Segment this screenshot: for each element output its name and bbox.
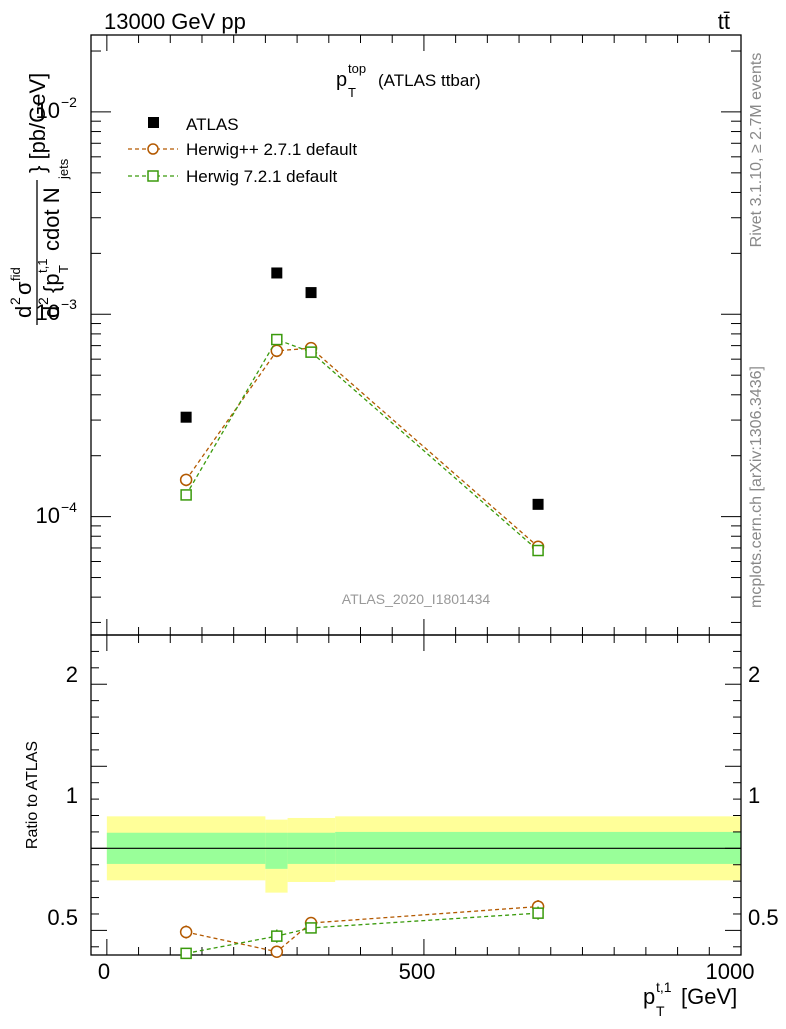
main-panel-title: p top T (ATLAS ttbar) — [336, 61, 481, 100]
ylabel-den-rest: {p — [39, 273, 64, 293]
title-sub: T — [348, 85, 356, 100]
main-point-atlas — [180, 411, 192, 423]
legend-herwigpp-label: Herwig++ 2.7.1 default — [186, 140, 357, 159]
ratio-point-herwigpp — [270, 945, 284, 958]
xlabel: p t,1 T [GeV] — [643, 979, 737, 1019]
ytick-exp-1e-2: −2 — [61, 94, 77, 110]
main-ylabel: d 2 σ fid d 2 {p T t,1 cdot N jets } [pb… — [7, 73, 71, 325]
legend: ATLAS Herwig++ 2.7.1 default Herwig 7.2.… — [128, 115, 357, 186]
legend-atlas-label: ATLAS — [186, 115, 239, 134]
ytick-label-1e-4: 10 — [36, 503, 60, 528]
ylabel-units: } [pb/GeV] — [25, 73, 50, 173]
ratio-panel-frame — [90, 634, 742, 956]
ratio-point-herwig7 — [305, 922, 317, 934]
ratio-ylabel: Ratio to ATLAS — [24, 741, 41, 849]
title-p: p — [336, 69, 347, 91]
title-sup: top — [348, 61, 366, 76]
ylabel-num-sup: 2 — [7, 297, 23, 305]
xtick-labels: 0 500 1000 — [98, 959, 755, 984]
xlabel-p: p — [643, 984, 655, 1009]
ytick-label-1e-2: 10 — [36, 98, 60, 123]
band-inner-1 — [265, 832, 288, 869]
ytick-label-1e-3: 10 — [36, 300, 60, 325]
main-point-herwig7 — [180, 489, 192, 501]
ratio-line-herwigpp — [185, 905, 539, 953]
ylabel-num-sigma: σ — [11, 281, 36, 295]
xlabel-sup: t,1 — [656, 979, 672, 995]
main-data-series — [179, 267, 545, 557]
ratio-point-herwig7 — [180, 947, 192, 960]
xlabel-sub: T — [656, 1003, 665, 1019]
ratio-point-herwig7 — [532, 907, 544, 919]
legend-herwigpp-marker — [147, 143, 159, 155]
ratio-data-series — [179, 900, 545, 960]
ratio-point-herwigpp — [179, 925, 193, 939]
main-point-herwig7 — [305, 346, 317, 358]
ratio-ytick-right-2: 2 — [748, 662, 760, 687]
energy-label: 13000 GeV pp — [104, 9, 246, 34]
main-point-herwig7 — [532, 544, 544, 557]
title-rest: (ATLAS ttbar) — [378, 71, 481, 90]
xtick-label-1000: 1000 — [706, 959, 755, 984]
legend-herwig7-label: Herwig 7.2.1 default — [186, 167, 337, 186]
ratio-ytick-right-0.5: 0.5 — [748, 905, 779, 930]
legend-atlas-marker — [148, 117, 159, 128]
ratio-axis-ticks — [91, 635, 742, 955]
ratio-ytick-left-0.5: 0.5 — [47, 905, 78, 930]
xtick-label-500: 500 — [399, 959, 436, 984]
main-point-atlas — [305, 287, 317, 299]
main-point-herwig7 — [271, 333, 283, 346]
ylabel-den-sup: 2 — [35, 297, 51, 305]
analysis-watermark: ATLAS_2020_I1801434 — [342, 591, 491, 607]
main-point-atlas — [271, 267, 283, 279]
main-ytick-labels: 10 −4 10 −3 10 −2 — [36, 94, 78, 528]
ylabel-num-d: d — [11, 306, 36, 318]
main-line-herwigpp — [185, 347, 539, 548]
ratio-ytick-labels: 0.5 1 2 0.5 1 2 — [47, 662, 778, 930]
ratio-ytick-left-2: 2 — [66, 662, 78, 687]
ratio-ytick-right-1: 1 — [748, 783, 760, 808]
mcplots-label: mcplots.cern.ch [arXiv:1306.3436] — [748, 366, 765, 608]
ylabel-den-tail-sub: jets — [56, 158, 71, 180]
main-point-atlas — [532, 498, 544, 510]
ratio-line-herwig7 — [186, 912, 539, 954]
legend-herwig7-marker — [147, 170, 159, 182]
ratio-uncertainty-bands — [91, 816, 741, 893]
ytick-exp-1e-4: −4 — [61, 499, 77, 515]
main-point-herwigpp — [179, 473, 193, 487]
main-line-herwig7 — [185, 338, 539, 552]
xlabel-units: [GeV] — [681, 984, 737, 1009]
ylabel-den-d: d — [39, 306, 64, 318]
ytick-exp-1e-3: −3 — [61, 296, 77, 312]
xtick-label-0: 0 — [98, 959, 110, 984]
rivet-version-label: Rivet 3.1.10, ≥ 2.7M events — [748, 53, 765, 248]
ylabel-num-fid: fid — [8, 267, 23, 281]
ratio-ytick-left-1: 1 — [66, 783, 78, 808]
ratio-point-herwig7 — [271, 930, 283, 942]
process-label: tt̄ — [718, 9, 730, 34]
ylabel-den-sub: T — [56, 265, 71, 273]
ylabel-den-tail: cdot N — [39, 187, 64, 251]
ylabel-den-sup2: t,1 — [35, 259, 50, 273]
main-axis-ticks — [91, 35, 742, 635]
